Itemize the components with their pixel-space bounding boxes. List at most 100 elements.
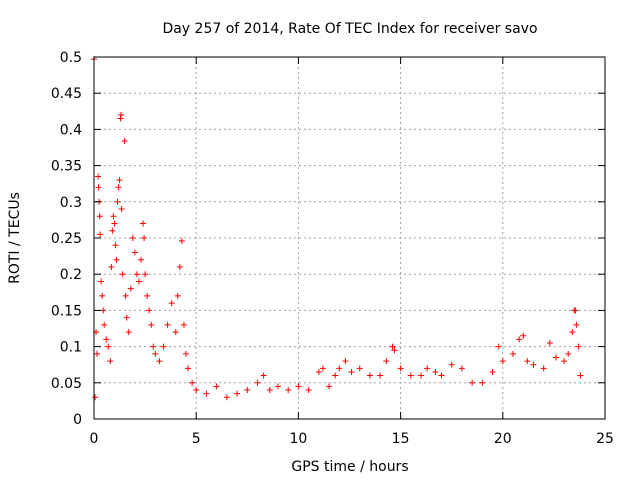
data-point <box>203 390 210 397</box>
x-tick-labels: 0 5 10 15 20 25 <box>90 431 614 447</box>
data-point <box>326 383 333 390</box>
data-point <box>244 387 251 394</box>
data-point <box>342 358 349 365</box>
x-tick-label: 20 <box>494 431 512 447</box>
data-point <box>573 321 580 328</box>
data-point <box>432 368 439 375</box>
data-point <box>315 368 322 375</box>
data-point <box>366 372 373 379</box>
data-point <box>164 321 171 328</box>
data-point <box>336 365 343 372</box>
data-point <box>266 387 273 394</box>
data-point <box>144 292 151 299</box>
data-point <box>424 365 431 372</box>
data-point <box>285 387 292 394</box>
data-point <box>356 365 363 372</box>
data-point <box>565 350 572 357</box>
data-point <box>254 379 261 386</box>
data-point <box>105 343 112 350</box>
data-point <box>125 329 132 336</box>
y-tick-label: 0.3 <box>60 195 82 211</box>
data-point <box>138 256 145 263</box>
data-point <box>530 361 537 368</box>
data-point <box>510 350 517 357</box>
data-point <box>122 292 129 299</box>
data-point <box>185 365 192 372</box>
data-point <box>193 387 200 394</box>
data-point <box>146 307 153 314</box>
data-point <box>572 307 579 314</box>
data-point <box>295 383 302 390</box>
data-point <box>489 368 496 375</box>
data-point <box>112 242 119 249</box>
y-tick-label: 0.5 <box>60 50 82 66</box>
data-point <box>319 365 326 372</box>
data-point <box>176 263 183 270</box>
data-point <box>113 256 120 263</box>
x-tick-label: 25 <box>596 431 614 447</box>
data-point <box>123 314 130 321</box>
data-point <box>94 350 101 357</box>
data-point <box>575 343 582 350</box>
data-point <box>108 263 115 270</box>
y-tick-label: 0.45 <box>51 86 82 102</box>
data-point <box>133 271 140 278</box>
data-point <box>561 358 568 365</box>
y-tick-label: 0.35 <box>51 159 82 175</box>
data-point <box>142 271 149 278</box>
data-point <box>389 343 396 350</box>
x-tick-label: 5 <box>192 431 201 447</box>
data-point <box>101 321 108 328</box>
y-tick-label: 0.1 <box>60 340 82 356</box>
data-point <box>448 361 455 368</box>
data-point <box>95 184 102 191</box>
data-point <box>418 372 425 379</box>
data-point <box>110 213 117 220</box>
data-point <box>438 372 445 379</box>
data-point <box>383 358 390 365</box>
data-point <box>131 249 138 256</box>
data-point <box>495 343 502 350</box>
data-point <box>546 339 553 346</box>
data-point <box>520 332 527 339</box>
data-point <box>141 235 148 241</box>
data-point <box>479 379 486 386</box>
y-tick-labels: 0 0.05 0.1 0.15 0.2 0.25 0.3 0.35 0.4 0.45 0.5 <box>51 50 82 428</box>
data-point <box>100 307 107 314</box>
data-point <box>458 365 465 372</box>
data-point <box>109 227 116 234</box>
data-point <box>160 343 167 350</box>
data-point <box>223 394 230 401</box>
data-point <box>397 365 404 372</box>
data-point <box>148 321 155 328</box>
data-point <box>348 368 355 375</box>
data-point <box>577 372 584 379</box>
data-point <box>332 372 339 379</box>
data-point <box>152 350 159 357</box>
data-point <box>552 354 559 361</box>
data-point <box>407 372 414 379</box>
y-tick-label: 0 <box>73 412 82 428</box>
data-point <box>97 231 104 238</box>
y-tick-label: 0.4 <box>60 122 82 138</box>
data-point <box>156 358 163 365</box>
data-point <box>135 278 142 285</box>
data-point <box>391 347 398 354</box>
data-point <box>540 365 547 372</box>
x-axis-label: GPS time / hours <box>291 459 408 475</box>
axis-ticks <box>93 56 606 420</box>
data-point <box>118 206 125 213</box>
x-tick-label: 0 <box>90 431 99 447</box>
data-point <box>121 137 128 144</box>
data-point <box>260 372 267 379</box>
data-point <box>172 329 179 336</box>
data-points <box>91 56 584 401</box>
data-point <box>95 173 102 180</box>
y-tick-label: 0.05 <box>51 376 82 392</box>
data-point <box>103 336 110 343</box>
data-point <box>150 343 157 350</box>
data-point <box>499 358 506 365</box>
data-point <box>96 213 103 220</box>
data-point <box>524 358 531 365</box>
